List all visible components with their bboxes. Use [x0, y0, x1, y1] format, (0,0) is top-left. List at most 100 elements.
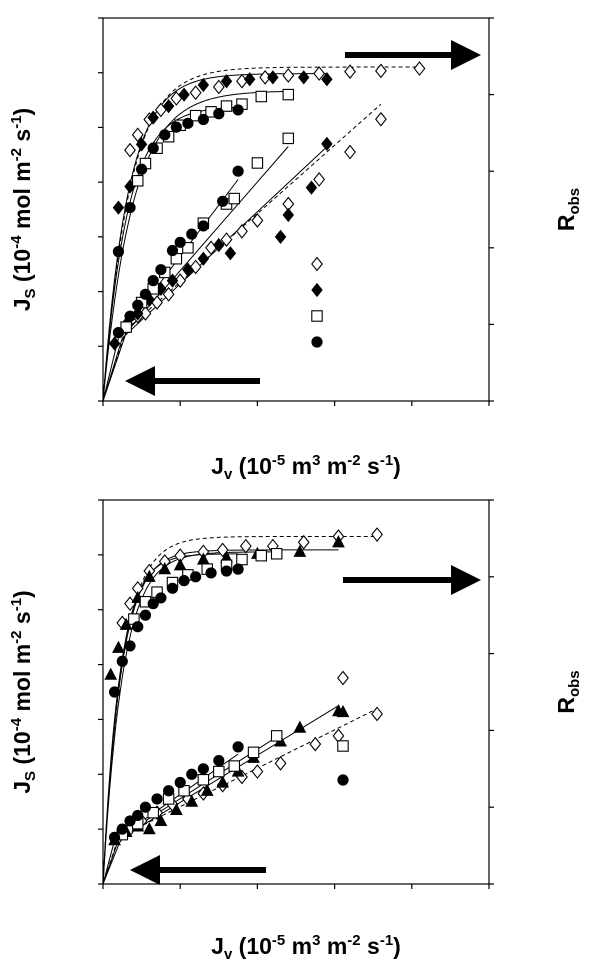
retention-point: [178, 87, 190, 102]
retention-point: [124, 201, 136, 214]
x-axis-label: Jv (10-5 m3 m-2 s-1): [211, 452, 401, 483]
legend-marker: [337, 670, 349, 686]
flux-point: [213, 754, 225, 767]
flux-point: [282, 207, 294, 223]
retention-point: [298, 70, 310, 85]
flux-point: [228, 760, 240, 772]
flux-point: [293, 720, 307, 733]
retention-point: [220, 100, 233, 112]
flux-point: [200, 783, 214, 796]
retention-point: [236, 553, 248, 566]
flux-point: [139, 288, 152, 300]
retention-point: [124, 640, 136, 652]
retention-point: [135, 137, 148, 152]
flux-point: [124, 815, 136, 827]
retention-point: [139, 609, 152, 621]
retention-point: [112, 246, 125, 258]
legend-marker: [337, 774, 349, 786]
retention-point: [147, 598, 159, 610]
flux-point: [274, 755, 287, 771]
retention-point: [178, 575, 190, 587]
retention-point: [282, 68, 295, 83]
legend-marker: [311, 336, 323, 348]
flux-point: [174, 236, 186, 248]
retention-point: [197, 77, 210, 93]
y2-axis-label: Robs: [553, 188, 583, 231]
flux-point: [251, 157, 264, 169]
flux-point: [174, 273, 187, 289]
retention-point: [255, 90, 268, 103]
retention-point: [132, 621, 144, 633]
flux-point: [182, 242, 194, 254]
retention-point: [313, 66, 326, 81]
retention-point: [220, 565, 233, 577]
flux-point: [182, 262, 194, 277]
flux-point: [321, 136, 333, 151]
flux-point: [375, 111, 387, 127]
flux-point: [132, 299, 144, 311]
flux-point: [124, 310, 136, 322]
retention-point: [232, 563, 244, 575]
retention-point: [104, 667, 118, 680]
retention-point: [124, 142, 136, 158]
plot-frame: [102, 499, 490, 885]
retention-fit-line: [102, 536, 378, 885]
retention-point: [131, 175, 144, 187]
flux-point: [313, 172, 326, 187]
retention-point: [159, 129, 171, 141]
retention-point: [189, 85, 202, 101]
retention-point: [413, 61, 426, 76]
retention-point: [282, 88, 295, 101]
retention-point: [147, 142, 159, 154]
flux-point: [112, 327, 125, 339]
flux-point: [142, 822, 156, 835]
retention-point: [173, 558, 187, 571]
panel-b-glucose: Jv (10-5 m3 m-2 s-1) JS (10-4 mol m-2 s-1…: [8, 499, 583, 963]
flux-point: [147, 806, 159, 819]
retention-point: [243, 72, 256, 87]
retention-point: [212, 79, 225, 95]
legend-marker: [311, 282, 323, 298]
flux-point: [197, 220, 209, 232]
retention-point: [155, 592, 167, 604]
y2-axis-label: Robs: [553, 670, 583, 713]
flux-point: [155, 264, 167, 276]
flux-point: [232, 741, 244, 753]
retention-point: [162, 98, 175, 114]
flux-point: [213, 237, 225, 253]
retention-point: [170, 121, 182, 133]
flux-point: [186, 768, 198, 780]
flux-point: [236, 224, 248, 239]
flux-point: [220, 232, 233, 247]
flux-point: [251, 764, 264, 779]
retention-point: [270, 548, 283, 560]
retention-point: [293, 544, 307, 557]
flux-point: [169, 802, 183, 816]
flux-point: [120, 321, 132, 333]
flux-point: [228, 192, 240, 205]
retention-point: [344, 64, 356, 80]
flux-point: [270, 730, 283, 742]
retention-point: [239, 538, 252, 554]
flux-point: [174, 776, 186, 789]
retention-point: [321, 72, 333, 87]
retention-point: [112, 640, 125, 653]
flux-point: [217, 195, 229, 207]
panel-a-xylose: Jv (10-5 m3 m-2 s-1) JS (10-4 mol m-2 s-1…: [8, 17, 583, 483]
retention-point: [205, 567, 217, 579]
y-axis-label: JS (10-4 mol m-2 s-1): [8, 590, 39, 793]
retention-point: [142, 569, 156, 582]
retention-point: [371, 527, 383, 542]
retention-point: [136, 163, 148, 175]
retention-point: [375, 63, 387, 79]
retention-point: [197, 113, 209, 126]
retention-point: [131, 127, 144, 143]
retention-point: [112, 200, 125, 215]
flux-point: [162, 286, 175, 302]
plot-frame: [102, 17, 490, 402]
flux-point: [154, 813, 168, 826]
flux-point: [251, 213, 264, 228]
retention-point: [267, 70, 279, 85]
retention-point: [232, 104, 244, 116]
legend-marker: [337, 740, 349, 752]
